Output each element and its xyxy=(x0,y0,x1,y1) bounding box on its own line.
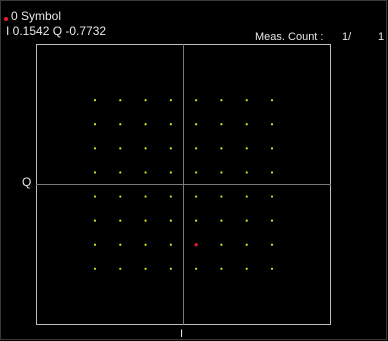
constellation-point xyxy=(270,219,274,222)
constellation-point xyxy=(245,195,248,198)
constellation-point xyxy=(119,267,122,270)
constellation-point xyxy=(119,99,122,102)
constellation-point xyxy=(169,123,172,126)
constellation-point xyxy=(270,99,274,102)
constellation-point xyxy=(245,267,248,270)
constellation-point xyxy=(93,99,97,102)
constellation-point xyxy=(220,171,223,174)
marker-dot-icon xyxy=(4,17,8,21)
i-axis-label: I xyxy=(180,328,184,340)
constellation-point xyxy=(144,195,147,198)
constellation-point xyxy=(220,99,223,102)
constellation-point xyxy=(220,147,223,150)
constellation-point xyxy=(144,123,147,126)
constellation-point xyxy=(245,99,248,102)
constellation-point xyxy=(220,123,223,126)
constellation-point xyxy=(169,99,172,102)
meas-count-total: 1 xyxy=(378,31,385,43)
constellation-point xyxy=(144,219,147,222)
constellation-point xyxy=(93,243,97,246)
constellation-point xyxy=(220,195,223,198)
constellation-point xyxy=(245,123,248,126)
constellation-point xyxy=(144,99,147,102)
constellation-point xyxy=(93,267,97,270)
constellation-point xyxy=(195,195,198,198)
constellation-point xyxy=(119,219,122,222)
constellation-point xyxy=(169,219,172,222)
constellation-point xyxy=(119,147,122,150)
constellation-point xyxy=(270,147,274,150)
constellation-point xyxy=(270,267,274,270)
constellation-point xyxy=(144,267,147,270)
constellation-point xyxy=(270,195,274,198)
constellation-point xyxy=(270,243,274,246)
marker-iq-readout: I 0.1542 Q -0.7732 xyxy=(6,24,107,38)
constellation-point xyxy=(144,243,147,246)
constellation-point xyxy=(270,123,274,126)
constellation-point xyxy=(169,171,172,174)
constellation-point xyxy=(195,123,198,126)
constellation-point xyxy=(169,147,172,150)
constellation-point xyxy=(245,147,248,150)
constellation-point xyxy=(119,123,122,126)
constellation-point xyxy=(195,219,198,222)
constellation-point xyxy=(93,123,97,126)
constellation-point xyxy=(270,171,274,174)
constellation-point xyxy=(245,171,248,174)
meas-count-label: Meas. Count : xyxy=(255,31,324,43)
constellation-point xyxy=(195,147,198,150)
constellation-point xyxy=(169,195,172,198)
constellation-point xyxy=(169,267,172,270)
constellation-point xyxy=(220,267,223,270)
constellation-point xyxy=(220,243,223,246)
constellation-point xyxy=(119,243,122,246)
constellation-point xyxy=(195,99,198,102)
constellation-point xyxy=(220,219,223,222)
constellation-point xyxy=(144,171,147,174)
constellation-point xyxy=(119,171,122,174)
q-axis-label: Q xyxy=(22,175,32,189)
constellation-point xyxy=(195,171,198,174)
constellation-point xyxy=(245,243,248,246)
constellation-point xyxy=(93,195,97,198)
constellation-plot[interactable] xyxy=(36,44,331,325)
meas-count-value: 1/ xyxy=(342,31,352,43)
constellation-point xyxy=(93,147,97,150)
constellation-point xyxy=(195,267,198,270)
constellation-point xyxy=(144,147,147,150)
constellation-point xyxy=(93,219,97,222)
constellation-point xyxy=(119,195,122,198)
marker-symbol-point xyxy=(194,243,198,247)
constellation-point xyxy=(93,171,97,174)
constellation-point xyxy=(245,219,248,222)
marker-symbol-label: 0 Symbol xyxy=(11,9,62,23)
constellation-point xyxy=(169,243,172,246)
